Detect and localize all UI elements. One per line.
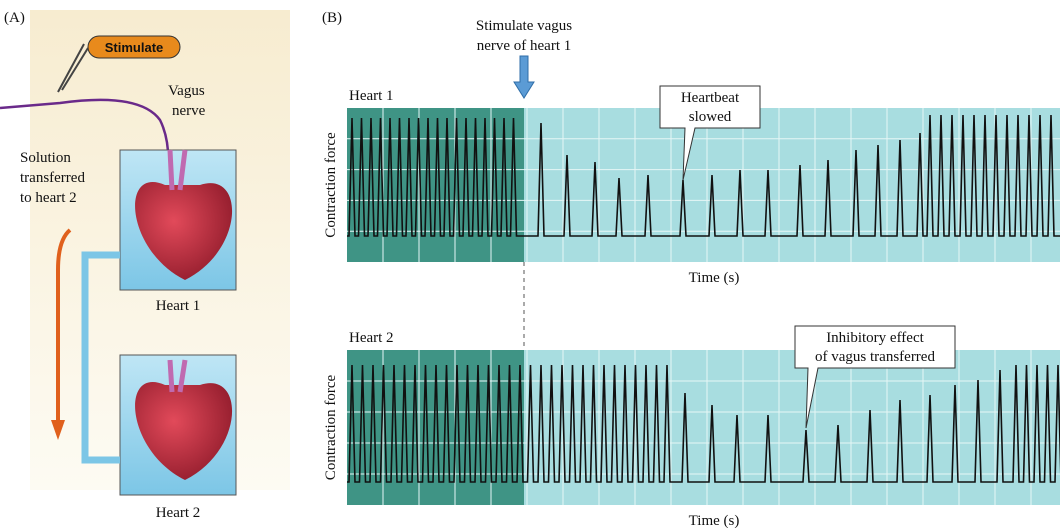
electrode [57,43,89,93]
stimulus-label: nerve of heart 1 [477,38,572,54]
callout [794,325,956,429]
trace-title: Heart 2 [349,330,394,346]
callout-text: slowed [689,109,732,125]
stimulate-label: Stimulate [105,40,164,55]
trace [347,364,1060,483]
y-axis-label: Contraction force [323,132,339,238]
panel-label: (B) [322,10,342,26]
trace-title: Heart 1 [349,88,394,104]
y-axis-label: Contraction force [323,374,339,480]
callout [659,85,761,181]
vagus-nerve [0,98,170,171]
stimulate-box [87,35,181,59]
solution-label: Solution [20,150,71,166]
solution-label: transferred [20,170,85,186]
trace [347,114,1060,237]
transfer-arrow [56,228,72,425]
vagus-label: nerve [172,103,206,119]
beaker-label: Heart 2 [156,505,201,521]
x-axis-label: Time (s) [689,270,740,286]
beaker-label: Heart 1 [156,298,201,314]
beaker [119,354,237,496]
vagus-label: Vagus [168,83,205,99]
callout-text: Heartbeat [681,90,740,106]
transfer-arrowhead [51,420,65,440]
beaker [119,149,237,291]
stimulus-arrow [513,55,535,99]
x-axis-label: Time (s) [689,513,740,528]
tube [81,251,120,464]
solution-label: to heart 2 [20,190,77,206]
callout-text: Inhibitory effect [826,330,924,346]
callout-text: of vagus transferred [815,349,935,365]
panel-label: (A) [4,10,25,26]
stimulus-label: Stimulate vagus [476,18,572,34]
